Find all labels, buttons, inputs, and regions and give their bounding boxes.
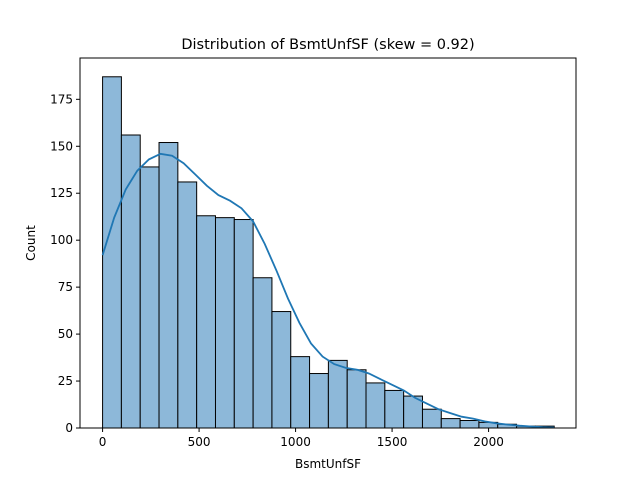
histogram-bar: [102, 76, 122, 429]
histogram-bar: [252, 277, 273, 429]
histogram-bar: [139, 166, 160, 429]
histogram-bar: [421, 408, 442, 429]
x-axis-ticks: 0 500 1000 1500 2000: [99, 428, 504, 449]
plot-border: [79, 57, 577, 429]
histogram-bar: [327, 359, 348, 429]
histogram-bar: [233, 219, 254, 429]
chart-title: Distribution of BsmtUnfSF (skew = 0.92): [181, 37, 474, 53]
histogram-bar: [196, 215, 216, 429]
histogram-bars: [102, 76, 555, 429]
x-tick-label: 500: [188, 435, 211, 449]
histogram-bar: [384, 389, 405, 429]
y-tick-label: 125: [50, 186, 73, 200]
histogram-bar: [158, 142, 179, 429]
histogram-bar: [309, 373, 329, 429]
histogram-bar: [440, 418, 461, 429]
y-tick-label: 175: [50, 92, 73, 106]
y-axis-ticks: 0 25 50 75 100 125 150 175: [50, 92, 80, 435]
histogram-bar: [177, 181, 198, 429]
y-tick-label: 100: [50, 233, 73, 247]
histogram-bar: [365, 382, 386, 429]
axes-frame: [79, 57, 577, 429]
histogram-bar: [290, 356, 311, 429]
y-tick-label: 50: [58, 327, 73, 341]
x-tick-label: 1500: [377, 435, 408, 449]
x-axis-label: BsmtUnfSF: [295, 457, 361, 471]
histogram-bar: [459, 419, 480, 429]
histogram-bar: [120, 134, 141, 429]
x-tick-label: 0: [99, 435, 107, 449]
x-tick-label: 1000: [280, 435, 311, 449]
y-tick-label: 150: [50, 139, 73, 153]
y-tick-label: 0: [65, 421, 73, 435]
kde-curve: [101, 152, 555, 429]
y-tick-label: 75: [58, 280, 73, 294]
histogram-bar: [214, 217, 235, 429]
x-tick-label: 2000: [473, 435, 504, 449]
histogram-bar: [346, 369, 367, 429]
y-tick-label: 25: [58, 374, 73, 388]
histogram-bar: [271, 311, 292, 429]
y-axis-label: Count: [24, 225, 38, 261]
